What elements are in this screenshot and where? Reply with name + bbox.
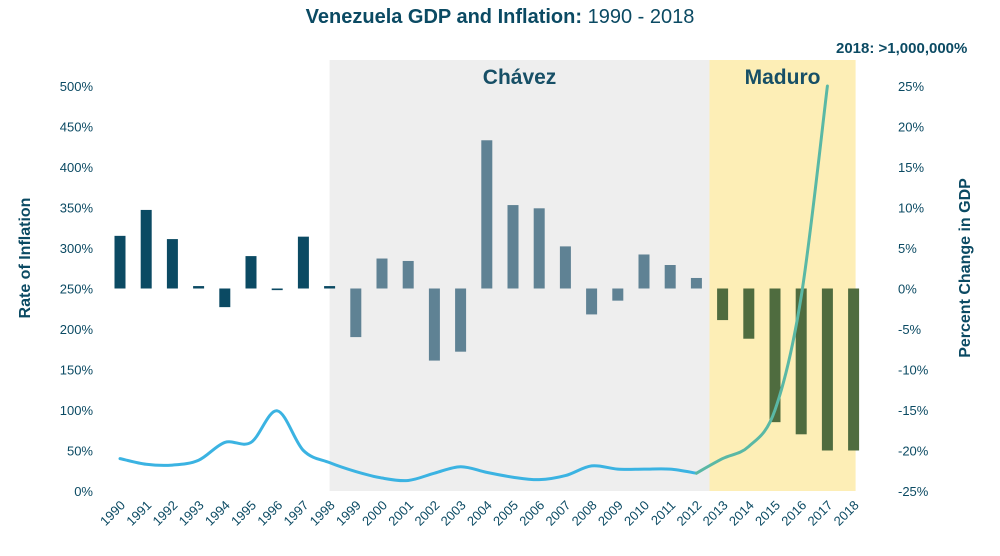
era-label: Maduro (745, 66, 821, 89)
x-tick-label: 1995 (228, 498, 259, 529)
x-tick-label: 2006 (516, 498, 547, 529)
gdp-bar (559, 246, 571, 289)
right-tick-label: 15% (898, 160, 924, 175)
x-tick-label: 2008 (569, 498, 600, 529)
gdp-bar (219, 288, 231, 308)
gdp-bar (743, 288, 755, 339)
gdp-bar (455, 288, 467, 352)
left-tick-label: 150% (60, 363, 94, 378)
gdp-bar (664, 265, 676, 289)
gdp-bar (586, 288, 598, 315)
right-tick-label: 20% (898, 120, 924, 135)
x-axis: 1990199119921993199419951996199719981999… (97, 498, 862, 529)
x-tick-label: 2001 (385, 498, 416, 529)
x-tick-label: 1992 (149, 498, 180, 529)
x-tick-label: 2017 (804, 498, 835, 529)
x-tick-label: 1996 (254, 498, 285, 529)
left-tick-label: 100% (60, 403, 94, 418)
x-tick-label: 2003 (438, 498, 469, 529)
x-tick-label: 2010 (621, 498, 652, 529)
gdp-bar (690, 277, 702, 289)
left-tick-label: 350% (60, 201, 94, 216)
right-tick-label: 10% (898, 201, 924, 216)
gdp-bar (350, 288, 362, 338)
era-backgrounds: Chávez Maduro (329, 60, 856, 491)
left-tick-label: 450% (60, 120, 94, 135)
right-axis: -25% -20% -15% -10% -5% 0% 5% 10% 15% 20% 25% (898, 79, 929, 499)
chart-title-years: 1990 - 2018 (582, 6, 695, 28)
gdp-bar (507, 205, 519, 289)
x-tick-label: 1990 (97, 498, 128, 529)
inflation-lines (118, 84, 829, 483)
right-tick-label: -5% (898, 322, 922, 337)
x-tick-label: 2018 (831, 498, 862, 529)
x-tick-label: 2011 (648, 498, 678, 528)
right-tick-label: 5% (898, 241, 917, 256)
era-label: Chávez (483, 66, 557, 89)
right-tick-label: -15% (898, 403, 929, 418)
x-tick-label: 2000 (359, 498, 390, 529)
x-tick-label: 2004 (464, 498, 495, 529)
right-tick-label: -25% (898, 484, 929, 499)
x-tick-label: 2016 (778, 498, 809, 529)
chart-title: Venezuela GDP and Inflation: 1990 - 2018 (0, 6, 1000, 29)
x-tick-label: 2007 (542, 498, 573, 529)
x-tick-label: 2013 (700, 498, 731, 529)
x-tick-label: 1993 (176, 498, 207, 529)
hyperinflation-annotation: 2018: >1,000,000% (836, 40, 967, 57)
left-tick-label: 50% (67, 444, 93, 459)
inflation-line (118, 409, 698, 483)
gdp-bar (612, 288, 624, 301)
left-axis-title: Rate of Inflation (17, 198, 34, 319)
gdp-bar (769, 288, 781, 423)
gdp-bar (376, 258, 388, 289)
gdp-bar (428, 288, 440, 361)
x-tick-label: 2012 (673, 498, 704, 529)
right-tick-label: -10% (898, 363, 929, 378)
gdp-bar (297, 236, 309, 289)
right-axis-title: Percent Change in GDP (957, 178, 974, 358)
left-tick-label: 500% (60, 79, 94, 94)
gdp-bar (533, 208, 545, 289)
gdp-bar (795, 288, 807, 435)
x-tick-label: 1998 (307, 498, 338, 529)
gdp-bar (271, 288, 283, 291)
right-tick-label: 25% (898, 79, 924, 94)
x-tick-label: 1994 (202, 498, 233, 529)
gdp-bars (114, 140, 860, 451)
inflation-line-maduro (694, 84, 829, 475)
gdp-bar (717, 288, 729, 321)
left-axis: 0% 50% 100% 150% 200% 250% 300% 350% 400% 450% 500… (60, 79, 94, 499)
x-tick-label: 1999 (333, 498, 364, 529)
gdp-bar (166, 239, 178, 289)
chart-title-main: Venezuela GDP and Inflation: (305, 6, 583, 28)
gdp-bar (140, 209, 152, 289)
gdp-bar (848, 288, 860, 451)
gdp-bar (481, 140, 493, 289)
x-tick-label: 2002 (411, 498, 442, 529)
gdp-bar (193, 286, 205, 289)
x-tick-label: 2015 (752, 498, 783, 529)
left-tick-label: 200% (60, 322, 94, 337)
gdp-bar (638, 254, 650, 289)
x-tick-label: 1997 (280, 498, 311, 529)
x-tick-label: 2005 (490, 498, 521, 529)
gdp-bar (245, 256, 257, 289)
left-tick-label: 300% (60, 241, 94, 256)
gdp-bar (821, 288, 833, 451)
left-tick-label: 0% (74, 484, 93, 499)
x-tick-label: 2014 (726, 498, 757, 529)
gdp-bar (114, 235, 126, 289)
gdp-bar (324, 286, 336, 289)
right-tick-label: -20% (898, 444, 929, 459)
era-band-maduro (709, 60, 856, 491)
left-tick-label: 400% (60, 160, 94, 175)
right-tick-label: 0% (898, 282, 917, 297)
x-tick-label: 2009 (595, 498, 626, 529)
gdp-bar (402, 260, 414, 289)
x-tick-label: 1991 (123, 498, 154, 529)
left-tick-label: 250% (60, 282, 94, 297)
